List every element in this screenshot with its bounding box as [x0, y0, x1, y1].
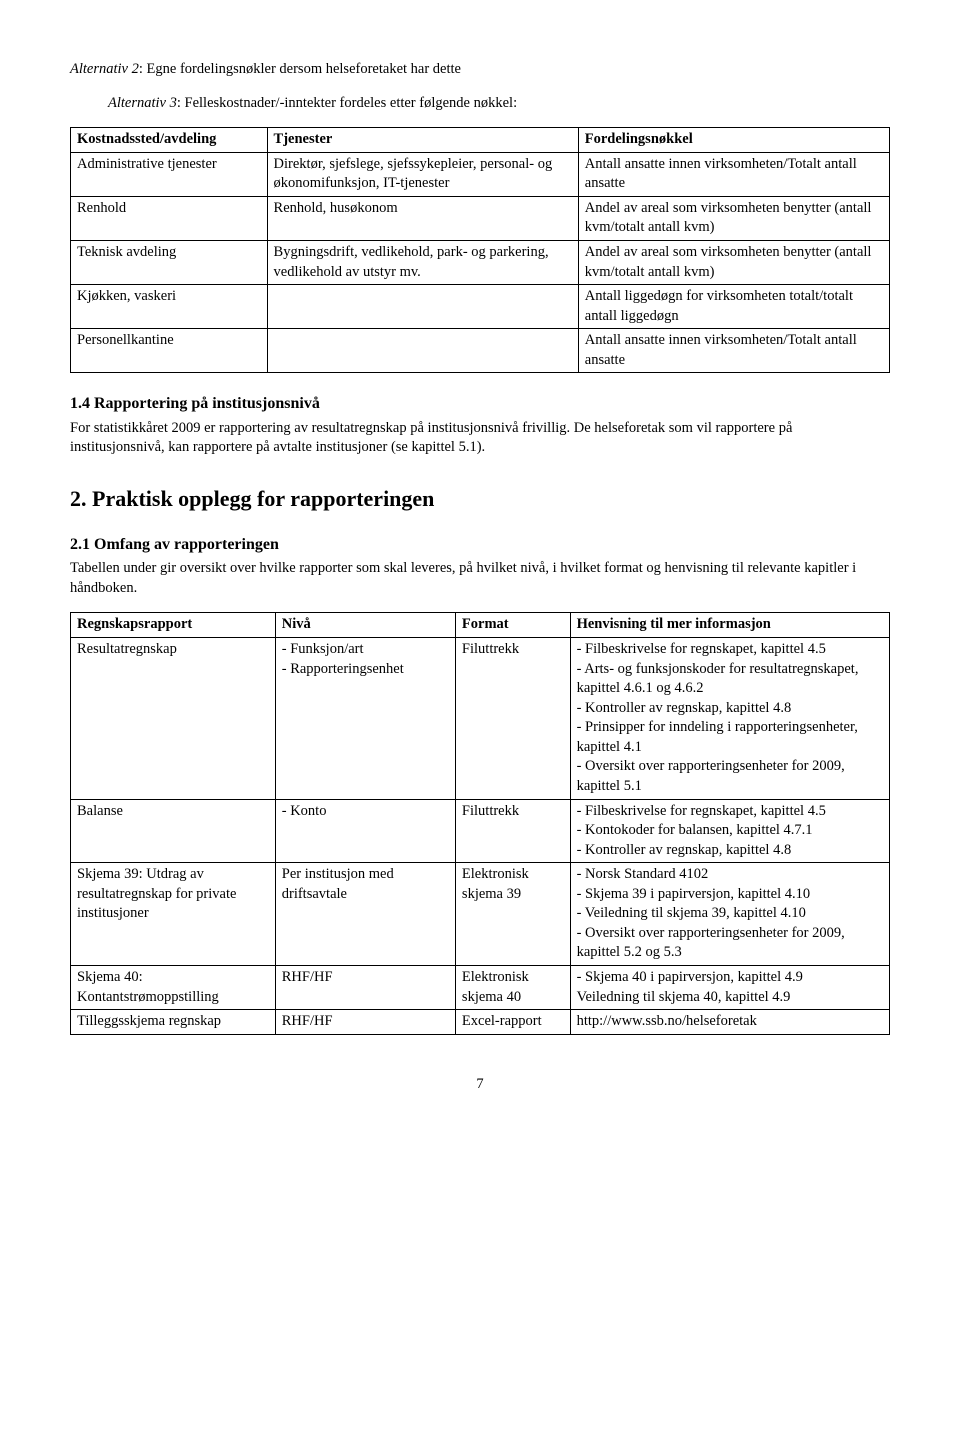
table-header: Tjenester	[267, 128, 578, 153]
table-fordelingsnokkel: Kostnadssted/avdeling Tjenester Fordelin…	[70, 127, 890, 373]
table-row: Kostnadssted/avdeling Tjenester Fordelin…	[71, 128, 890, 153]
table-row: Renhold Renhold, husøkonom Andel av area…	[71, 196, 890, 240]
table-cell: Kjøkken, vaskeri	[71, 285, 268, 329]
table-cell: - Filbeskrivelse for regnskapet, kapitte…	[570, 638, 889, 800]
table-cell: Skjema 39: Utdrag av resultatregnskap fo…	[71, 863, 276, 966]
table-cell: - Norsk Standard 4102- Skjema 39 i papir…	[570, 863, 889, 966]
table-cell: Skjema 40: Kontantstrømoppstilling	[71, 966, 276, 1010]
alt2-line: Alternativ 2: Egne fordelingsnøkler ders…	[70, 60, 890, 80]
paragraph-1-4: For statistikkåret 2009 er rapportering …	[70, 419, 890, 458]
alt3-text: : Felleskostnader/-inntekter fordeles et…	[177, 95, 517, 111]
table-row: Skjema 39: Utdrag av resultatregnskap fo…	[71, 863, 890, 966]
heading-2-1: 2.1 Omfang av rapporteringen	[70, 534, 890, 556]
table-cell: http://www.ssb.no/helseforetak	[570, 1010, 889, 1035]
table-cell: Filuttrekk	[455, 638, 570, 800]
table-cell: - Filbeskrivelse for regnskapet, kapitte…	[570, 799, 889, 863]
table-row: Tilleggsskjema regnskap RHF/HF Excel-rap…	[71, 1010, 890, 1035]
table-cell: Excel-rapport	[455, 1010, 570, 1035]
alt2-prefix: Alternativ 2	[70, 61, 139, 77]
table-header: Nivå	[275, 613, 455, 638]
table-cell: - Funksjon/art- Rapporteringsenhet	[275, 638, 455, 800]
table-cell: Andel av areal som virksomheten benytter…	[578, 196, 889, 240]
table-cell: Bygningsdrift, vedlikehold, park- og par…	[267, 240, 578, 284]
table-cell: RHF/HF	[275, 966, 455, 1010]
table-cell: Filuttrekk	[455, 799, 570, 863]
table-row: Personellkantine Antall ansatte innen vi…	[71, 329, 890, 373]
table-row: Kjøkken, vaskeri Antall liggedøgn for vi…	[71, 285, 890, 329]
table-cell: Teknisk avdeling	[71, 240, 268, 284]
table-row: Resultatregnskap - Funksjon/art- Rapport…	[71, 638, 890, 800]
table-cell: - Skjema 40 i papirversjon, kapittel 4.9…	[570, 966, 889, 1010]
table-cell: Personellkantine	[71, 329, 268, 373]
table-cell: Renhold, husøkonom	[267, 196, 578, 240]
page-number: 7	[70, 1075, 890, 1095]
table-cell: Direktør, sjefslege, sjefssykepleier, pe…	[267, 152, 578, 196]
table-cell	[267, 329, 578, 373]
table-cell: Antall liggedøgn for virksomheten totalt…	[578, 285, 889, 329]
table-cell: Resultatregnskap	[71, 638, 276, 800]
table-cell: Elektronisk skjema 39	[455, 863, 570, 966]
table-cell: Antall ansatte innen virksomheten/Totalt…	[578, 329, 889, 373]
table-header: Format	[455, 613, 570, 638]
table-row: Balanse - Konto Filuttrekk - Filbeskrive…	[71, 799, 890, 863]
table-cell: Tilleggsskjema regnskap	[71, 1010, 276, 1035]
table-cell: - Konto	[275, 799, 455, 863]
table-row: Skjema 40: Kontantstrømoppstilling RHF/H…	[71, 966, 890, 1010]
alt3-line: Alternativ 3: Felleskostnader/-inntekter…	[108, 94, 890, 114]
table-cell: RHF/HF	[275, 1010, 455, 1035]
table-cell	[267, 285, 578, 329]
table-cell: Per institusjon med driftsavtale	[275, 863, 455, 966]
table-header: Regnskapsrapport	[71, 613, 276, 638]
table-cell: Antall ansatte innen virksomheten/Totalt…	[578, 152, 889, 196]
paragraph-2-1: Tabellen under gir oversikt over hvilke …	[70, 559, 890, 598]
table-header: Fordelingsnøkkel	[578, 128, 889, 153]
table-cell: Elektronisk skjema 40	[455, 966, 570, 1010]
heading-2: 2. Praktisk opplegg for rapporteringen	[70, 484, 890, 514]
heading-1-4: 1.4 Rapportering på institusjonsnivå	[70, 393, 890, 415]
table-cell: Balanse	[71, 799, 276, 863]
table-row: Administrative tjenester Direktør, sjefs…	[71, 152, 890, 196]
alt3-prefix: Alternativ 3	[108, 95, 177, 111]
table-row: Regnskapsrapport Nivå Format Henvisning …	[71, 613, 890, 638]
table-header: Henvisning til mer informasjon	[570, 613, 889, 638]
table-rapportering: Regnskapsrapport Nivå Format Henvisning …	[70, 612, 890, 1034]
table-cell: Administrative tjenester	[71, 152, 268, 196]
table-cell: Renhold	[71, 196, 268, 240]
alt2-text: : Egne fordelingsnøkler dersom helsefore…	[139, 61, 461, 77]
table-row: Teknisk avdeling Bygningsdrift, vedlikeh…	[71, 240, 890, 284]
table-cell: Andel av areal som virksomheten benytter…	[578, 240, 889, 284]
table-header: Kostnadssted/avdeling	[71, 128, 268, 153]
